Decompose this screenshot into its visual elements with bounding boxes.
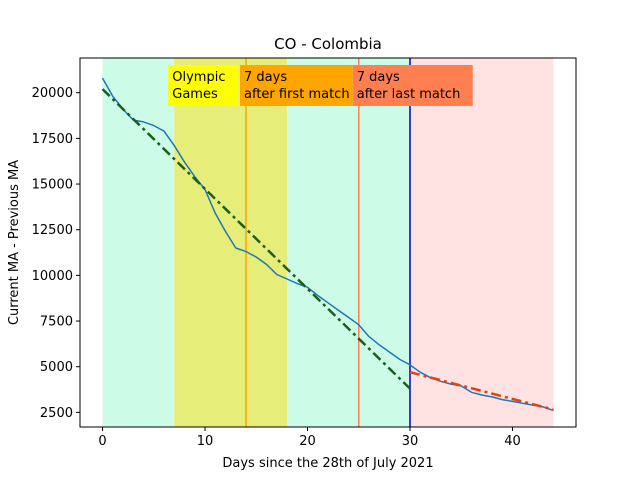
region-3 [409, 58, 554, 427]
x-tick-label-10: 10 [197, 434, 214, 449]
x-tick-label-40: 40 [504, 434, 521, 449]
annotation-text-1-1: after first match [244, 87, 350, 102]
x-tick-label-30: 30 [402, 434, 419, 449]
annotation-text-1-0: 7 days [244, 70, 287, 85]
y-axis-ticks: 2500 5000 7500 10000 12500 15000 17500 20000 [32, 86, 80, 421]
y-tick-label-20000: 20000 [32, 86, 73, 101]
region-2 [287, 58, 410, 427]
region-0 [102, 58, 175, 427]
y-tick-label-15000: 15000 [32, 178, 73, 193]
series-line-0 [101, 77, 554, 412]
y-tick-label-2500: 2500 [40, 406, 73, 421]
annotation-box-1 [240, 65, 353, 106]
background-regions [102, 58, 554, 427]
annotation-box-0 [168, 65, 239, 106]
y-tick-label-5000: 5000 [40, 360, 73, 375]
series-lines [101, 77, 554, 412]
annotations: Olympic Games 7 days after first match 7 day… [168, 65, 473, 106]
x-tick-label-0: 0 [98, 434, 106, 449]
y-tick-label-12500: 12500 [32, 223, 73, 238]
y-tick-label-17500: 17500 [32, 132, 73, 147]
annotation-text-2-1: after last match [357, 87, 461, 102]
annotation-text-0-0: Olympic [172, 70, 225, 85]
y-tick-label-10000: 10000 [32, 269, 73, 284]
x-axis-ticks: 0 10 20 30 40 [98, 427, 521, 449]
x-tick-label-20: 20 [299, 434, 316, 449]
x-axis-label: Days since the 28th of July 2021 [222, 456, 433, 471]
chart-title: CO - Colombia [274, 35, 382, 53]
y-tick-label-7500: 7500 [40, 315, 73, 330]
annotation-box-2 [352, 65, 473, 106]
region-1 [174, 58, 288, 427]
annotation-text-0-1: Games [172, 87, 218, 102]
series-line-2 [409, 370, 554, 411]
series-line-1 [101, 88, 411, 390]
plot-frame [79, 57, 577, 428]
y-axis-label: Current MA - Previous MA [7, 160, 22, 325]
annotation-text-2-0: 7 days [357, 70, 400, 85]
